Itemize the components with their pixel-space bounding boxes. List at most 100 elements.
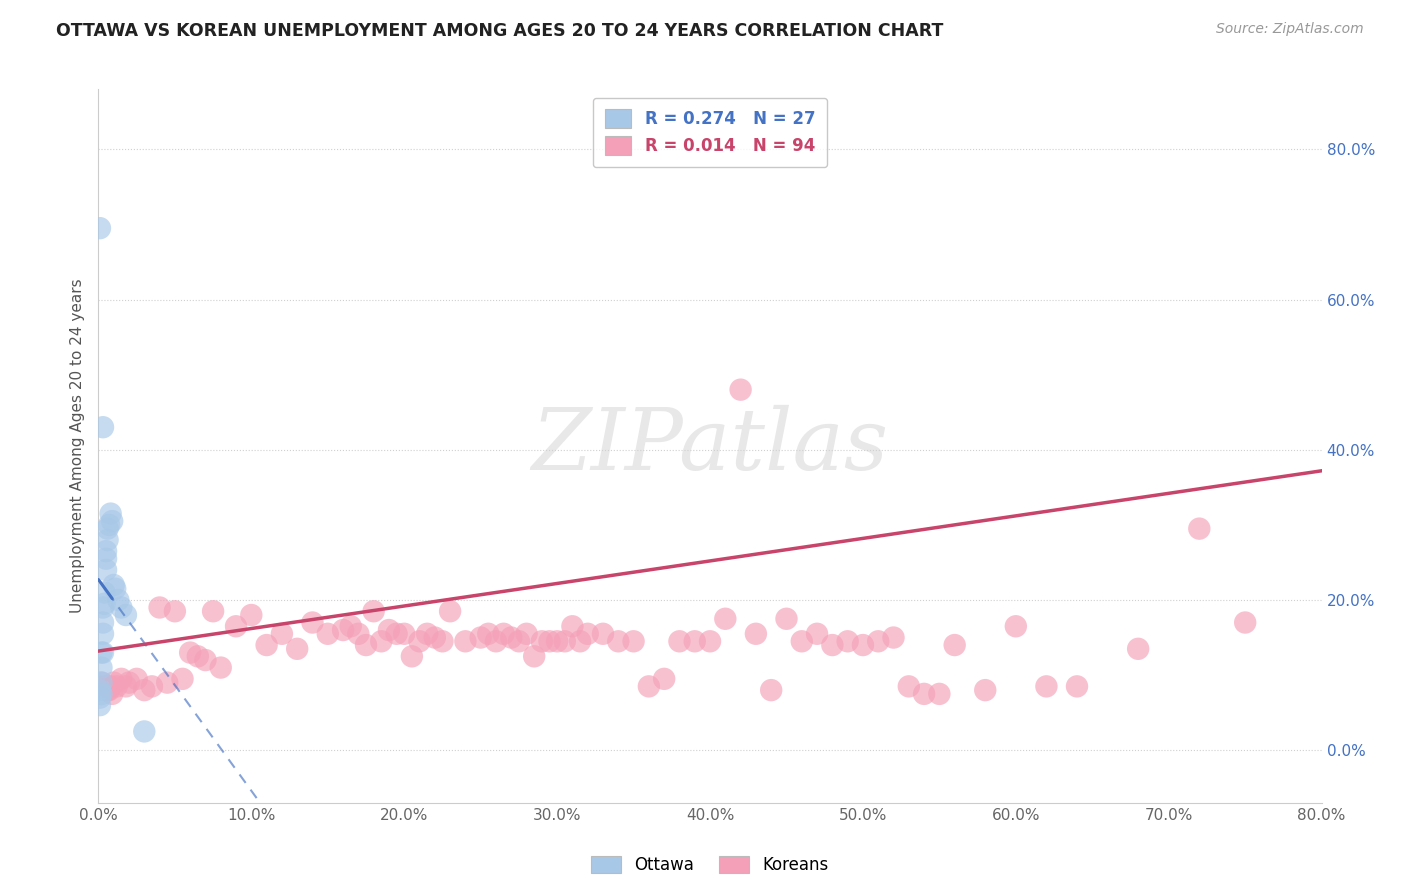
Point bbox=[745, 627, 768, 641]
Point bbox=[1035, 679, 1057, 693]
Point bbox=[89, 683, 111, 698]
Point bbox=[492, 627, 515, 641]
Point bbox=[516, 627, 538, 641]
Point bbox=[339, 619, 361, 633]
Point bbox=[134, 683, 156, 698]
Point bbox=[432, 634, 454, 648]
Point bbox=[775, 612, 797, 626]
Point bbox=[408, 634, 430, 648]
Point bbox=[928, 687, 950, 701]
Point bbox=[103, 578, 125, 592]
Point bbox=[91, 420, 114, 434]
Point bbox=[607, 634, 630, 648]
Point bbox=[172, 672, 194, 686]
Point bbox=[89, 698, 111, 713]
Point bbox=[97, 522, 120, 536]
Point bbox=[652, 672, 675, 686]
Point bbox=[105, 679, 128, 693]
Point bbox=[270, 627, 292, 641]
Point bbox=[202, 604, 225, 618]
Point bbox=[97, 683, 120, 698]
Point bbox=[93, 585, 115, 599]
Point bbox=[94, 551, 117, 566]
Point bbox=[118, 675, 141, 690]
Point bbox=[897, 679, 920, 693]
Point bbox=[179, 646, 201, 660]
Point bbox=[285, 641, 308, 656]
Point bbox=[883, 631, 905, 645]
Point bbox=[370, 634, 392, 648]
Point bbox=[91, 679, 114, 693]
Point bbox=[699, 634, 721, 648]
Point bbox=[256, 638, 278, 652]
Point bbox=[134, 724, 156, 739]
Point bbox=[90, 687, 112, 701]
Point bbox=[668, 634, 690, 648]
Point bbox=[90, 675, 112, 690]
Point bbox=[363, 604, 385, 618]
Point bbox=[912, 687, 935, 701]
Point bbox=[477, 627, 499, 641]
Point bbox=[347, 627, 370, 641]
Point bbox=[623, 634, 645, 648]
Point bbox=[868, 634, 890, 648]
Point bbox=[194, 653, 217, 667]
Point bbox=[730, 383, 752, 397]
Point bbox=[592, 627, 614, 641]
Point bbox=[354, 638, 377, 652]
Point bbox=[107, 593, 129, 607]
Point bbox=[156, 675, 179, 690]
Point bbox=[101, 514, 124, 528]
Point bbox=[240, 607, 263, 622]
Point bbox=[576, 627, 599, 641]
Point bbox=[187, 649, 209, 664]
Point bbox=[110, 672, 132, 686]
Point bbox=[485, 634, 508, 648]
Point bbox=[470, 631, 492, 645]
Point bbox=[91, 615, 114, 630]
Point bbox=[100, 507, 122, 521]
Point bbox=[974, 683, 997, 698]
Point bbox=[683, 634, 706, 648]
Point bbox=[569, 634, 592, 648]
Text: ZIPatlas: ZIPatlas bbox=[531, 405, 889, 487]
Point bbox=[94, 544, 117, 558]
Y-axis label: Unemployment Among Ages 20 to 24 years: Unemployment Among Ages 20 to 24 years bbox=[69, 278, 84, 614]
Point bbox=[90, 675, 112, 690]
Point bbox=[416, 627, 439, 641]
Point bbox=[1188, 522, 1211, 536]
Point bbox=[714, 612, 737, 626]
Point bbox=[852, 638, 875, 652]
Point bbox=[115, 607, 138, 622]
Point bbox=[943, 638, 966, 652]
Point bbox=[90, 646, 112, 660]
Point bbox=[209, 660, 232, 674]
Point bbox=[554, 634, 576, 648]
Point bbox=[439, 604, 461, 618]
Point bbox=[225, 619, 247, 633]
Point bbox=[316, 627, 339, 641]
Point bbox=[110, 600, 132, 615]
Point bbox=[454, 634, 477, 648]
Point bbox=[93, 683, 115, 698]
Point bbox=[806, 627, 828, 641]
Point bbox=[546, 634, 568, 648]
Point bbox=[1234, 615, 1257, 630]
Point bbox=[89, 221, 111, 235]
Point bbox=[837, 634, 859, 648]
Point bbox=[91, 646, 114, 660]
Point bbox=[523, 649, 546, 664]
Legend: Ottawa, Koreans: Ottawa, Koreans bbox=[578, 842, 842, 888]
Point bbox=[89, 690, 111, 705]
Point bbox=[115, 679, 138, 693]
Point bbox=[392, 627, 416, 641]
Point bbox=[637, 679, 661, 693]
Point bbox=[501, 631, 523, 645]
Point bbox=[401, 649, 423, 664]
Text: OTTAWA VS KOREAN UNEMPLOYMENT AMONG AGES 20 TO 24 YEARS CORRELATION CHART: OTTAWA VS KOREAN UNEMPLOYMENT AMONG AGES… bbox=[56, 22, 943, 40]
Point bbox=[163, 604, 186, 618]
Point bbox=[93, 597, 115, 611]
Point bbox=[141, 679, 163, 693]
Point bbox=[332, 623, 354, 637]
Point bbox=[508, 634, 530, 648]
